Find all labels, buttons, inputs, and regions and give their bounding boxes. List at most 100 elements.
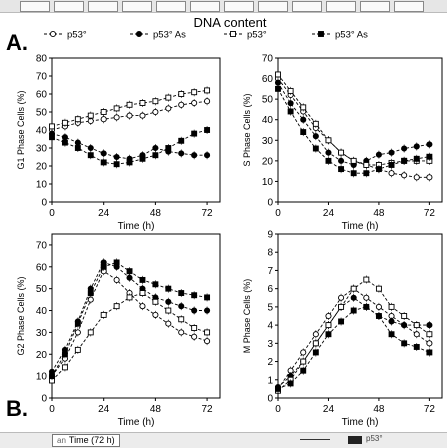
toolbar-cell: [190, 1, 220, 12]
y-tick-label: 4: [267, 321, 273, 332]
data-point: [61, 364, 68, 371]
data-point: [325, 312, 332, 320]
data-point: [126, 294, 133, 301]
data-point: [204, 127, 211, 133]
data-point: [375, 285, 382, 292]
data-point: [204, 87, 211, 94]
data-point: [426, 322, 433, 329]
data-point: [375, 303, 382, 310]
data-point: [126, 159, 133, 166]
legend-marker: [318, 31, 324, 37]
y-tick-label: 80: [36, 54, 48, 65]
data-point: [350, 294, 357, 301]
legend-marker: [230, 31, 236, 37]
x-tick-label: 0: [275, 208, 281, 219]
data-point: [413, 331, 420, 338]
x-tick-label: 24: [98, 404, 110, 415]
y-tick-label: 60: [262, 74, 274, 85]
data-point: [287, 380, 294, 387]
series: [49, 258, 211, 381]
y-tick-label: 1: [267, 375, 273, 386]
data-point: [87, 329, 94, 336]
data-point: [300, 129, 307, 136]
data-point: [61, 351, 68, 358]
y-tick-label: 0: [267, 198, 273, 209]
data-point: [152, 144, 159, 152]
data-point: [178, 329, 185, 336]
data-point: [413, 155, 420, 162]
data-point: [413, 174, 420, 181]
data-point: [363, 276, 370, 283]
x-tick-label: 72: [202, 404, 214, 415]
bottom-legend-label: p53°: [366, 434, 383, 443]
data-point: [100, 159, 107, 166]
data-point: [126, 268, 133, 275]
data-point: [113, 303, 120, 310]
y-tick-label: 50: [262, 95, 274, 106]
series-line: [277, 82, 430, 166]
y-tick-label: 70: [36, 240, 48, 251]
data-point: [375, 166, 382, 173]
data-point: [325, 322, 332, 329]
data-point: [350, 157, 357, 164]
y-axis-label: S Phase Cells (%): [242, 93, 252, 166]
data-point: [191, 99, 198, 107]
data-point: [325, 149, 332, 156]
bottom-legend-swatch: [348, 436, 362, 444]
x-axis-label: Time (h): [342, 221, 379, 232]
x-tick-label: 48: [150, 208, 162, 219]
x-tick-label: 0: [49, 404, 55, 415]
x-tick-label: 72: [424, 404, 436, 415]
data-point: [204, 329, 211, 336]
y-tick-label: 70: [262, 54, 274, 65]
data-point: [100, 263, 107, 270]
y-tick-label: 60: [36, 90, 48, 101]
data-point: [113, 153, 120, 161]
x-tick-label: 24: [98, 208, 110, 219]
data-point: [139, 276, 146, 283]
data-point: [165, 94, 172, 101]
data-point: [74, 116, 81, 123]
data-point: [426, 141, 433, 148]
legend-label: p53° As: [335, 30, 368, 41]
data-point: [178, 101, 185, 108]
data-point: [152, 311, 159, 318]
data-point: [139, 303, 146, 310]
data-point: [312, 145, 319, 152]
data-point: [139, 112, 146, 119]
x-tick-label: 24: [323, 404, 335, 415]
data-point: [139, 100, 146, 106]
data-point: [87, 112, 94, 119]
chart-panel: 0 10 20 30 40 50 60 70 80 0 24 48 72 Time (h) G1 Phase…: [16, 54, 221, 232]
data-point: [401, 340, 408, 347]
data-point: [178, 91, 185, 97]
data-point: [139, 290, 146, 296]
data-point: [178, 303, 185, 310]
data-point: [165, 285, 172, 292]
data-point: [312, 340, 319, 347]
chart-panel: 0 10 20 30 40 50 60 70 0 24 48 72 Time (h) S Phase Ce…: [242, 54, 443, 232]
toolbar-cell: [258, 1, 288, 12]
data-point: [204, 152, 211, 159]
data-point: [204, 294, 211, 301]
data-point: [426, 340, 433, 347]
data-point: [274, 79, 282, 86]
toolbar-cell: [54, 1, 84, 12]
series: [274, 78, 433, 169]
toolbar-cell: [326, 1, 356, 12]
data-point: [61, 119, 68, 126]
data-point: [426, 174, 433, 181]
y-tick-label: 0: [41, 198, 47, 209]
data-point: [191, 152, 198, 159]
x-tick-label: 72: [202, 208, 214, 219]
data-point: [338, 294, 345, 301]
data-point: [388, 170, 395, 177]
series: [275, 70, 433, 169]
y-axis-label: M Phase Cells (%): [242, 279, 252, 354]
data-point: [413, 322, 420, 329]
toolbar-cell: [88, 1, 118, 12]
x-axis-label: Time (h): [118, 221, 155, 232]
legend-marker: [135, 30, 143, 38]
